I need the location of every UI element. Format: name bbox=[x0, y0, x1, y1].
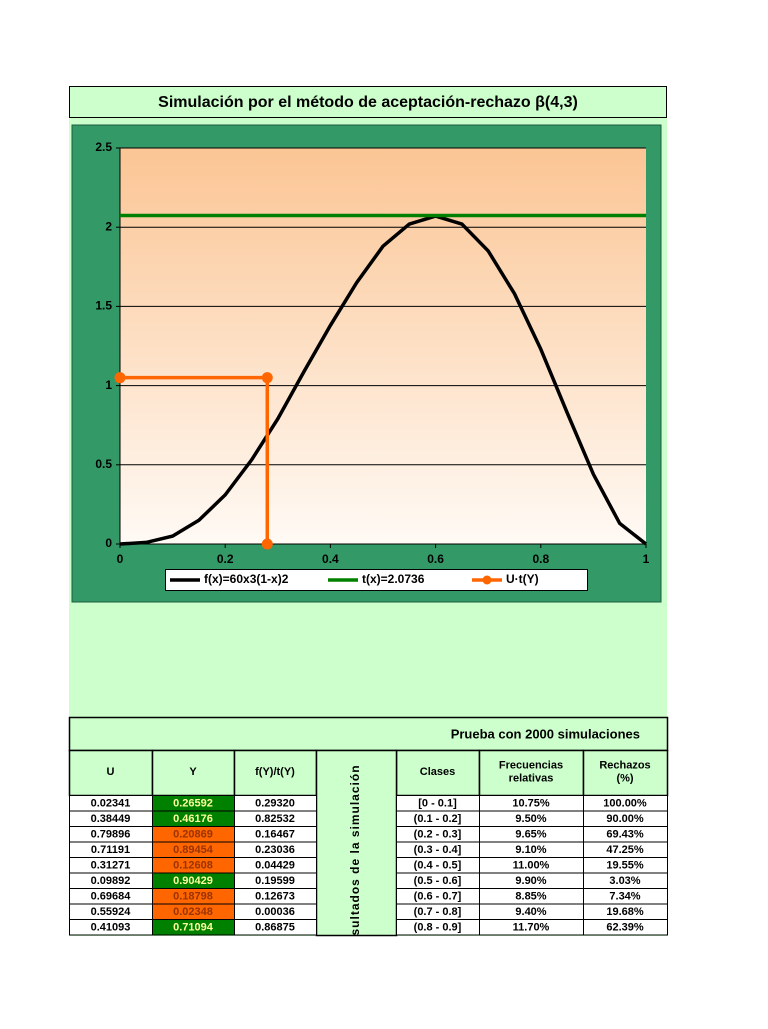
table-value: (0.5 - 0.6] bbox=[414, 875, 462, 887]
header-cell bbox=[151, 749, 236, 797]
column-header: f(Y)/t(Y) bbox=[255, 766, 295, 778]
table-value: 9.40% bbox=[515, 906, 546, 918]
header-cell bbox=[582, 749, 669, 797]
point bbox=[261, 538, 273, 550]
table-value: 9.50% bbox=[515, 813, 546, 825]
legend-label: U·t(Y) bbox=[506, 572, 539, 586]
table-value: 90.00% bbox=[606, 813, 644, 825]
table-value: (0.4 - 0.5] bbox=[414, 860, 462, 872]
table-value: 0.09892 bbox=[91, 875, 131, 887]
table-value: 0.82532 bbox=[255, 813, 295, 825]
table-value: 0.20869 bbox=[173, 829, 213, 841]
point bbox=[261, 372, 273, 384]
side-label: sultados de la simulación bbox=[348, 764, 362, 935]
table-value: 8.85% bbox=[515, 891, 546, 903]
table-value: (0.3 - 0.4] bbox=[414, 844, 462, 856]
table-value: 0.69684 bbox=[91, 891, 132, 903]
table-value: 47.25% bbox=[606, 844, 644, 856]
x-tick-label: 0 bbox=[117, 552, 124, 566]
x-tick-label: 0.2 bbox=[217, 552, 234, 566]
table-value: 0.23036 bbox=[255, 844, 295, 856]
table-value: 0.71191 bbox=[91, 844, 130, 856]
table-value: 62.39% bbox=[606, 922, 644, 934]
table-value: 0.12608 bbox=[173, 860, 213, 872]
table-value: 0.02348 bbox=[173, 906, 213, 918]
column-header: relativas bbox=[509, 772, 554, 784]
series-line bbox=[119, 214, 648, 546]
legend-label: t(x)=2.0736 bbox=[362, 572, 425, 586]
side-cell bbox=[315, 749, 398, 937]
table-value: 0.02341 bbox=[91, 798, 131, 810]
table-value: 100.00% bbox=[603, 798, 647, 810]
table-value: 0.71094 bbox=[173, 922, 214, 934]
column-header: Y bbox=[189, 766, 197, 778]
column-header: Clases bbox=[420, 766, 455, 778]
table-value: (0.7 - 0.8] bbox=[414, 906, 462, 918]
y-tick-label: 2 bbox=[105, 219, 112, 233]
column-header: Frecuencias bbox=[499, 759, 563, 771]
column-header: Rechazos bbox=[599, 759, 650, 771]
table-value: 0.04429 bbox=[255, 860, 295, 872]
table-value: 0.00036 bbox=[255, 906, 295, 918]
plot-area bbox=[120, 148, 646, 544]
table-value: 19.68% bbox=[606, 906, 644, 918]
x-tick-label: 0.6 bbox=[427, 552, 444, 566]
table-value: (0.6 - 0.7] bbox=[414, 891, 462, 903]
x-tick-label: 1 bbox=[643, 552, 650, 566]
table-value: 10.75% bbox=[512, 798, 550, 810]
y-tick-label: 0.5 bbox=[95, 457, 112, 471]
table-value: 0.89454 bbox=[173, 844, 214, 856]
table-value: 0.29320 bbox=[255, 798, 295, 810]
table-value: 0.12673 bbox=[255, 891, 295, 903]
table-value: 0.79896 bbox=[91, 829, 131, 841]
legend-label: f(x)=60x3(1-x)2 bbox=[204, 572, 289, 586]
table-value: 19.55% bbox=[606, 860, 644, 872]
point bbox=[114, 372, 126, 384]
table-value: 0.19599 bbox=[255, 875, 295, 887]
column-header: (%) bbox=[616, 772, 633, 784]
table-value: 0.26592 bbox=[173, 798, 213, 810]
table-value: 9.65% bbox=[515, 829, 546, 841]
table-value: (0.2 - 0.3] bbox=[414, 829, 462, 841]
y-tick-label: 1.5 bbox=[95, 299, 112, 313]
table-value: [0 - 0.1] bbox=[418, 798, 457, 810]
table-value: 0.41093 bbox=[91, 922, 131, 934]
table-value: 0.86875 bbox=[255, 922, 295, 934]
table-value: 7.34% bbox=[609, 891, 640, 903]
table-cell bbox=[583, 919, 668, 936]
table-value: 3.03% bbox=[609, 875, 640, 887]
table-value: 9.10% bbox=[515, 844, 546, 856]
table-value: (0.1 - 0.2] bbox=[414, 813, 462, 825]
table-value: 0.31271 bbox=[91, 860, 131, 872]
table-value: 0.46176 bbox=[173, 813, 213, 825]
table-caption-cell bbox=[68, 716, 669, 752]
column-header: U bbox=[107, 766, 115, 778]
y-tick-label: 2.5 bbox=[95, 140, 112, 154]
x-tick-label: 0.8 bbox=[532, 552, 549, 566]
table-value: 11.70% bbox=[513, 922, 550, 934]
table-value: (0.8 - 0.9] bbox=[414, 922, 462, 934]
table-value: 0.90429 bbox=[173, 875, 213, 887]
x-tick-label: 0.4 bbox=[322, 552, 339, 566]
table-caption: Prueba con 2000 simulaciones bbox=[451, 726, 640, 741]
title-box bbox=[69, 86, 667, 118]
table-cell bbox=[234, 919, 317, 936]
table-value: 0.55924 bbox=[91, 906, 132, 918]
table-value: 0.18798 bbox=[173, 891, 213, 903]
table-value: 0.38449 bbox=[91, 813, 131, 825]
y-tick-label: 1 bbox=[105, 378, 112, 392]
table-value: 0.16467 bbox=[255, 829, 295, 841]
legend-marker bbox=[482, 575, 492, 585]
y-tick-label: 0 bbox=[105, 536, 112, 550]
legend bbox=[165, 569, 588, 591]
table-value: 9.90% bbox=[515, 875, 546, 887]
table-value: 69.43% bbox=[606, 829, 644, 841]
chart-title: Simulación por el método de aceptación-r… bbox=[158, 94, 578, 111]
table-value: 11.00% bbox=[513, 860, 550, 872]
